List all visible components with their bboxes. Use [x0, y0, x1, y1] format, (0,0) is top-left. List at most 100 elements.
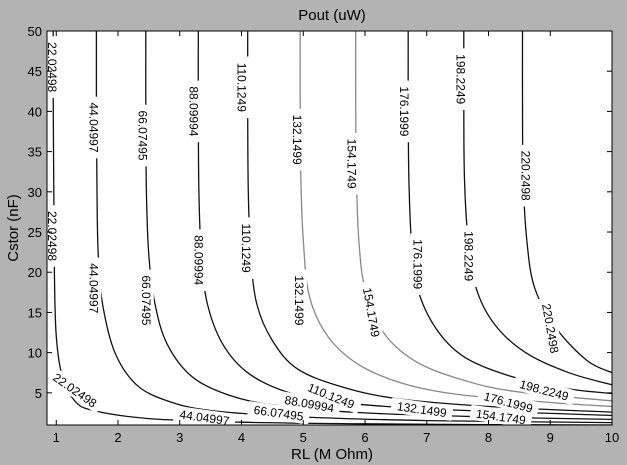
y-tick-label: 30	[28, 185, 42, 200]
contour-label-background	[47, 366, 105, 414]
y-tick-label: 25	[28, 225, 42, 240]
x-axis-ticks: 1 2 3 4 5 6 7 8 9 10	[53, 31, 619, 445]
x-tick-label: 2	[114, 430, 121, 445]
contour-label-background	[86, 96, 102, 159]
contour-label: 44.04997	[86, 263, 100, 313]
x-tick-label: 1	[53, 430, 60, 445]
plot-frame	[46, 30, 613, 426]
contour-label: 132.1499	[292, 275, 306, 325]
contour-label-background	[234, 56, 250, 119]
contour-label: 44.04997	[179, 407, 231, 428]
x-tick-label: 4	[238, 430, 245, 445]
contour-label-group: 154.1749	[344, 132, 360, 195]
contour-label-background	[191, 229, 207, 292]
contour-label-background	[518, 144, 534, 207]
x-tick-label: 6	[361, 430, 368, 445]
contour-label-group: 44.04997	[173, 405, 237, 428]
contour-label-background	[469, 404, 533, 425]
contour-label-background	[396, 80, 412, 143]
contour-label-group: 22.02498	[45, 36, 60, 98]
contour-label: 22.02498	[45, 211, 59, 261]
y-axis-label: Cstor (nF)	[5, 194, 22, 262]
contour-label-group: 220.2498	[518, 144, 534, 207]
y-tick-label: 50	[28, 24, 42, 39]
contour-label-background	[538, 296, 564, 361]
contour-label-group: 110.1249	[234, 56, 250, 119]
contour-label-background	[512, 374, 576, 406]
contour-label-group: 22.02498	[45, 205, 60, 267]
contour-label: 198.2249	[454, 54, 468, 104]
contour-label: 66.07495	[136, 110, 150, 160]
contour-line	[95, 31, 612, 424]
contour-label: 132.1499	[396, 399, 448, 420]
contour-label-group: 198.2249	[453, 48, 469, 110]
contour-label-background	[173, 405, 237, 425]
contour-label: 44.04997	[86, 102, 100, 152]
contour-label-background	[47, 36, 60, 98]
y-tick-label: 45	[28, 64, 42, 79]
contour-label: 154.1749	[344, 139, 358, 189]
x-tick-label: 10	[605, 430, 619, 445]
x-tick-label: 8	[485, 430, 492, 445]
contour-label-background	[291, 269, 307, 332]
contour-label-group: 176.1999	[410, 233, 426, 296]
contour-label-background	[461, 225, 477, 287]
y-tick-label: 10	[28, 346, 42, 361]
contour-label-background	[476, 386, 541, 418]
y-tick-label: 20	[28, 265, 42, 280]
contour-label-group: 44.04997	[86, 96, 102, 159]
contour-label: 176.1999	[397, 86, 411, 136]
contour-label: 220.2498	[519, 151, 533, 201]
contour-label-background	[135, 104, 151, 167]
x-tick-label: 7	[423, 430, 430, 445]
x-axis-label: RL (M Ohm)	[291, 446, 373, 463]
contour-label-background	[290, 108, 306, 171]
y-tick-label: 5	[35, 386, 42, 401]
contour-label: 22.02498	[45, 42, 59, 92]
contour-label-group: 132.1499	[390, 397, 454, 421]
chart-title: Pout (uW)	[298, 7, 366, 24]
x-tick-label: 3	[176, 430, 183, 445]
contour-label-group: 66.07495	[247, 401, 311, 425]
contour-line	[247, 31, 612, 413]
contour-label-background	[453, 48, 469, 110]
contour-label: 198.2249	[462, 231, 476, 281]
contour-label-background	[86, 257, 102, 320]
contour-label-background	[299, 377, 363, 415]
contour-label: 132.1499	[290, 115, 304, 165]
contour-label-group: 198.2249	[461, 225, 477, 287]
y-axis-ticks: 5 10 15 20 25 30 35 40 45 50	[28, 24, 612, 401]
contour-label-background	[390, 397, 454, 421]
contour-label-background	[277, 390, 342, 417]
contour-label-group: 44.04997	[86, 257, 102, 320]
contour-label: 66.07495	[253, 403, 305, 424]
y-tick-label: 40	[28, 104, 42, 119]
y-tick-label: 15	[28, 305, 42, 320]
contour-label-background	[238, 217, 254, 279]
contour-label-group: 66.07495	[138, 269, 154, 332]
contour-label: 110.1249	[239, 224, 253, 273]
x-tick-label: 9	[547, 430, 554, 445]
contour-line	[521, 31, 612, 374]
contour-line	[52, 31, 612, 425]
contour-label-group: 176.1999	[396, 80, 412, 143]
contour-label-group: 88.09994	[191, 229, 207, 292]
contour-label: 88.09994	[186, 86, 200, 136]
contour-label-background	[186, 80, 202, 143]
contour-label-background	[344, 132, 360, 195]
plot-area	[47, 31, 612, 425]
contour-label-group: 88.09994	[186, 80, 202, 143]
contour-label: 176.1999	[411, 239, 425, 289]
contour-label-background	[247, 401, 311, 425]
contour-label-background	[410, 233, 426, 296]
contour-label: 66.07495	[139, 275, 153, 325]
contour-label-background	[358, 280, 385, 344]
contour-label: 88.09994	[191, 235, 205, 285]
contour-label-group: 132.1499	[290, 108, 306, 171]
y-tick-label: 35	[28, 145, 42, 160]
x-tick-label: 5	[300, 430, 307, 445]
contour-label-group: 132.1499	[291, 269, 307, 332]
contour-label-background	[47, 205, 60, 267]
